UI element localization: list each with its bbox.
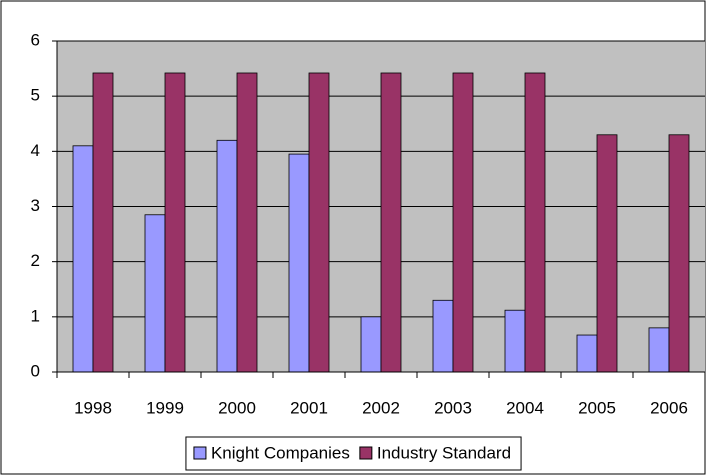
bar [288, 153, 310, 373]
y-tick-label: 6 [31, 30, 40, 49]
bar [236, 72, 258, 373]
bar [432, 299, 454, 373]
bar [360, 316, 382, 373]
legend-swatch [359, 446, 373, 460]
x-tick-label: 2001 [290, 398, 328, 417]
y-tick-label: 0 [31, 361, 40, 380]
legend-box [185, 436, 522, 471]
legend-label: Industry Standard [377, 443, 511, 462]
bar [144, 214, 166, 373]
bar [92, 72, 114, 373]
y-tick-label: 3 [31, 196, 40, 215]
x-tick-label: 1999 [146, 398, 184, 417]
x-tick-label: 2003 [434, 398, 472, 417]
x-tick-label: 2002 [362, 398, 400, 417]
bar [524, 72, 546, 373]
bar [668, 134, 690, 373]
x-tick-label: 1998 [74, 398, 112, 417]
bar [576, 334, 598, 373]
x-tick-label: 2005 [578, 398, 616, 417]
y-tick-label: 5 [31, 86, 40, 105]
bar [648, 327, 670, 373]
x-tick-label: 2000 [218, 398, 256, 417]
bar [452, 72, 474, 373]
y-tick-label: 1 [31, 306, 40, 325]
bar [380, 72, 402, 373]
bar [216, 139, 238, 373]
bar [164, 72, 186, 373]
y-tick-label: 2 [31, 251, 40, 270]
y-tick-label: 4 [31, 141, 40, 160]
bar [72, 145, 94, 373]
bar [308, 72, 330, 373]
legend-label: Knight Companies [211, 443, 350, 462]
x-tick-label: 2006 [650, 398, 688, 417]
bar [596, 134, 618, 373]
legend: Knight Companies Industry Standard [185, 436, 522, 471]
bar [504, 309, 526, 373]
legend-swatch [193, 446, 207, 460]
x-tick-label: 2004 [506, 398, 544, 417]
